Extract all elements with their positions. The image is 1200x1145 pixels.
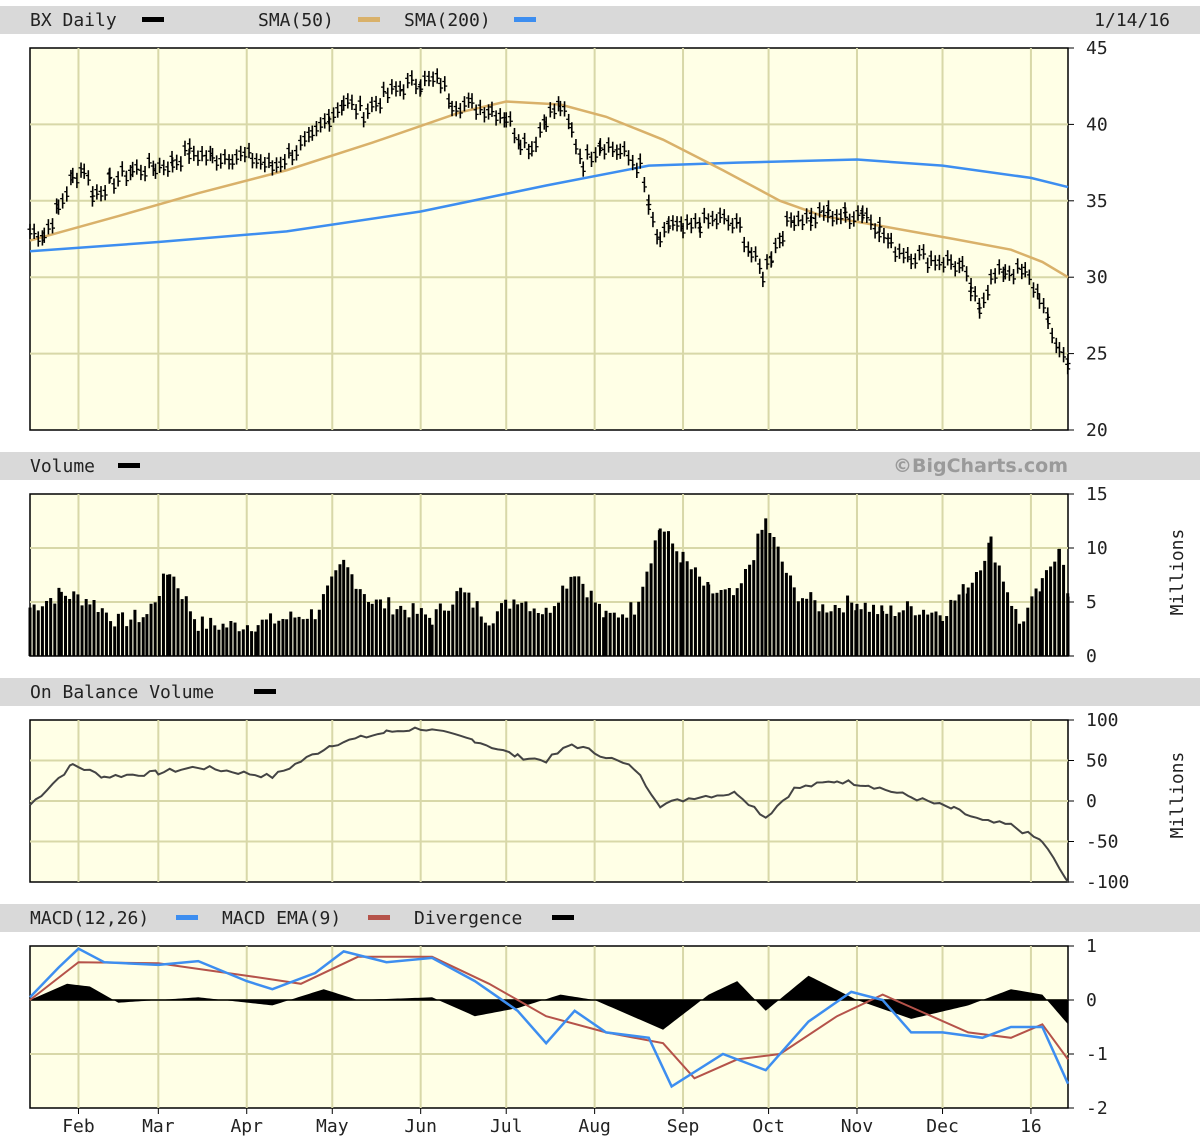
obv-line xyxy=(29,726,1069,883)
x-tick-label: Sep xyxy=(667,1116,700,1137)
y-tick-label: -50 xyxy=(1086,832,1119,853)
price-grid xyxy=(30,48,1068,430)
obv-band xyxy=(0,678,1200,706)
y-tick-label: 45 xyxy=(1086,38,1108,59)
obv-y-axis: 100 50 0 -50 -100 xyxy=(1068,710,1129,893)
x-tick-label: Dec xyxy=(926,1116,959,1137)
x-axis: Feb Mar Apr May Jun Jul Aug Sep Oct Nov Dec 16 xyxy=(62,1108,1042,1137)
macd-ema-legend-swatch xyxy=(368,915,390,920)
y-tick-label: 20 xyxy=(1086,420,1108,441)
x-tick-label: Jun xyxy=(404,1116,437,1137)
y-tick-label: 30 xyxy=(1086,267,1108,288)
macd-title: MACD(12,26) xyxy=(30,908,149,929)
price-layer xyxy=(27,68,1071,375)
sma50-line xyxy=(29,100,1069,279)
obv-grid xyxy=(30,720,1068,882)
x-tick-label: Jul xyxy=(490,1116,523,1137)
y-tick-label: 5 xyxy=(1086,592,1097,613)
sma200-line xyxy=(29,158,1069,253)
y-tick-label: 0 xyxy=(1086,791,1097,812)
y-tick-label: 0 xyxy=(1086,990,1097,1011)
sma50-label: SMA(50) xyxy=(258,10,334,31)
y-tick-label: -2 xyxy=(1086,1098,1108,1119)
x-tick-label: Feb xyxy=(62,1116,95,1137)
volume-layer xyxy=(28,518,1070,656)
volume-band xyxy=(0,452,1200,480)
y-tick-label: -1 xyxy=(1086,1044,1108,1065)
y-tick-label: -100 xyxy=(1086,872,1129,893)
volume-title: Volume xyxy=(30,456,95,477)
sma200-label: SMA(200) xyxy=(404,10,491,31)
volume-unit-label: Millions xyxy=(1167,529,1188,616)
sma50-legend-swatch xyxy=(358,17,380,22)
divergence-legend-swatch xyxy=(552,915,574,920)
macd-band xyxy=(0,904,1200,932)
y-tick-label: 15 xyxy=(1086,484,1108,505)
y-tick-label: 50 xyxy=(1086,751,1108,772)
obv-title: On Balance Volume xyxy=(30,682,214,703)
volume-y-axis: 15 10 5 0 xyxy=(1068,484,1108,667)
y-tick-label: 100 xyxy=(1086,710,1119,731)
header-band xyxy=(0,6,1200,34)
obv-legend-swatch xyxy=(254,689,276,694)
header-date: 1/14/16 xyxy=(1094,10,1170,31)
obv-unit-label: Millions xyxy=(1167,752,1188,839)
y-tick-label: 1 xyxy=(1086,936,1097,957)
symbol-label: BX Daily xyxy=(30,10,117,31)
x-tick-label: Oct xyxy=(752,1116,785,1137)
x-tick-label: Apr xyxy=(230,1116,263,1137)
y-tick-label: 25 xyxy=(1086,344,1108,365)
macd-plot-area xyxy=(29,945,1069,1109)
macd-line xyxy=(29,947,1070,1089)
obv-layer xyxy=(29,726,1069,883)
x-tick-label: Mar xyxy=(142,1116,175,1137)
divergence-area xyxy=(30,975,1068,1030)
macd-ema-line xyxy=(29,955,1069,1080)
x-tick-label: 16 xyxy=(1020,1116,1042,1137)
price-legend-swatch xyxy=(142,17,164,22)
y-tick-label: 35 xyxy=(1086,191,1108,212)
y-tick-label: 0 xyxy=(1086,646,1097,667)
macd-legend-swatch xyxy=(176,915,198,920)
watermark: ©BigCharts.com xyxy=(893,455,1068,477)
price-y-axis: 45 40 35 30 25 20 xyxy=(1068,38,1108,441)
y-tick-label: 40 xyxy=(1086,114,1108,135)
macd-y-axis: 1 0 -1 -2 xyxy=(1068,936,1108,1119)
x-tick-label: May xyxy=(316,1116,349,1137)
sma200-legend-swatch xyxy=(514,17,536,22)
y-tick-label: 10 xyxy=(1086,538,1108,559)
volume-legend-swatch xyxy=(118,463,140,468)
macd-layer xyxy=(29,947,1070,1089)
macd-ema-title: MACD EMA(9) xyxy=(222,908,341,929)
x-tick-label: Nov xyxy=(841,1116,874,1137)
x-tick-label: Aug xyxy=(578,1116,611,1137)
divergence-title: Divergence xyxy=(414,908,522,929)
